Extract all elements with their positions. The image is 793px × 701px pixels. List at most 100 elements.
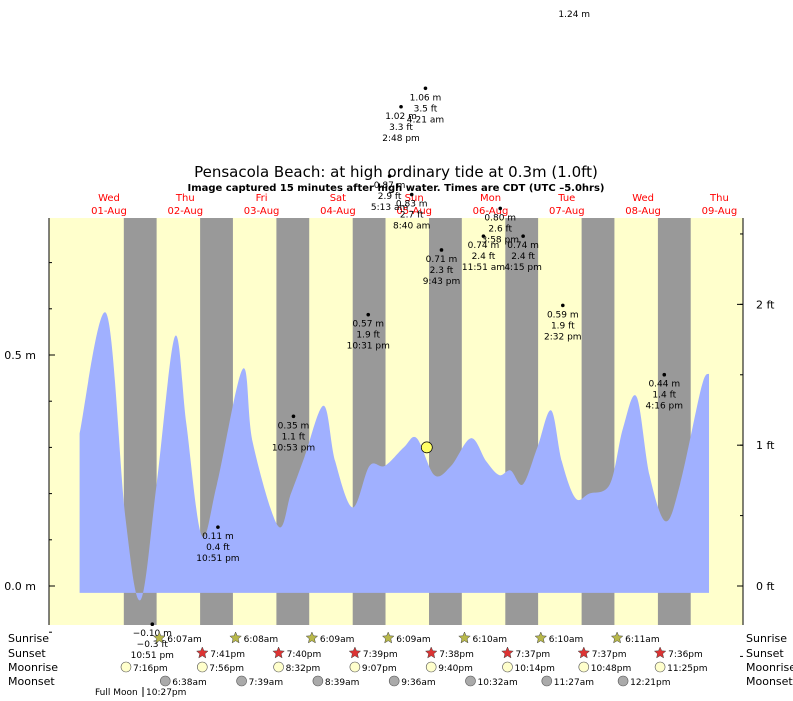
sunrise-icon	[458, 631, 471, 644]
moonset-time: 8:39am	[325, 678, 360, 688]
date-label: 06-Aug	[473, 206, 509, 217]
moonrise-icon	[578, 661, 590, 673]
tide-extreme-dot	[291, 414, 296, 419]
tide-label-time: 10:51 pm	[196, 554, 239, 564]
sunrise-icon	[534, 631, 548, 644]
moonrise-icon	[502, 661, 513, 673]
row-label-right: Sunrise	[746, 632, 787, 645]
row-label-right: Sunset	[746, 647, 784, 660]
left-axis-label: 0.5 m	[4, 349, 36, 362]
tide-label-metres: 0.74 m	[468, 241, 500, 251]
tide-label-metres: 0.44 m	[648, 380, 680, 390]
moon-phase-time: 10:27pm	[146, 688, 186, 698]
tide-extreme-dot	[366, 312, 371, 317]
tide-label-metres: 0.35 m	[278, 421, 310, 431]
sunset-time: 7:40pm	[287, 650, 322, 660]
moonrise-icon	[197, 661, 208, 673]
sunrise-icon	[229, 631, 242, 644]
tide-extreme-dot	[439, 248, 444, 252]
tide-label-feet: 2.7 ft	[400, 211, 424, 221]
right-axis-label: 2 ft	[756, 298, 775, 311]
row-label-right: Moonrise	[746, 661, 793, 674]
date-label: 08-Aug	[625, 206, 661, 217]
moonset-time: 12:21pm	[630, 678, 670, 688]
tide-label-feet: −0.3 ft	[137, 640, 169, 650]
tide-label-feet: 2.3 ft	[430, 266, 454, 276]
sunset-icon	[195, 646, 209, 659]
day-of-week-label: Wed	[632, 193, 654, 204]
tide-label-metres: 1.06 m	[410, 93, 442, 103]
sunset-time: 7:37pm	[592, 650, 627, 660]
tide-label-time: 8:40 am	[393, 222, 430, 232]
tide-extreme-dot	[423, 86, 428, 91]
tide-extreme-dot	[481, 234, 486, 238]
moonrise-icon	[425, 661, 437, 673]
tide-extreme-dot	[150, 622, 155, 626]
tide-label-feet: 2.4 ft	[472, 252, 496, 262]
sunset-icon	[348, 646, 362, 659]
tide-area	[79, 312, 710, 601]
tide-label-feet: 3.3 ft	[389, 123, 413, 133]
chart-subtitle: Image captured 15 minutes after high wat…	[188, 183, 605, 194]
sunrise-time: 6:09am	[396, 635, 431, 645]
tide-label-time: 2:32 pm	[544, 332, 582, 342]
tide-label-time: 5:13 am	[371, 203, 408, 213]
sunrise-time: 6:07am	[167, 635, 202, 645]
day-of-week-label: Sun	[405, 193, 424, 204]
moonrise-time: 10:14pm	[515, 664, 555, 674]
moonset-icon	[236, 675, 247, 687]
tide-label-metres: 0.59 m	[547, 310, 579, 320]
chart-title: Pensacola Beach: at high ordinary tide a…	[194, 163, 598, 181]
moonset-icon	[388, 675, 400, 687]
tide-label-metres: 0.11 m	[202, 532, 234, 542]
tide-label-time: 9:43 pm	[423, 277, 461, 287]
moonrise-time: 7:56pm	[209, 664, 244, 674]
date-label: 03-Aug	[244, 206, 280, 217]
current-tide-marker	[420, 441, 433, 454]
tide-label-time: 10:53 pm	[272, 443, 315, 453]
sunrise-icon	[381, 631, 395, 644]
day-of-week-label: Thu	[709, 193, 729, 204]
tide-label-feet: 1.4 ft	[652, 391, 676, 401]
moonset-icon	[160, 675, 171, 687]
tide-label-feet: 1.9 ft	[356, 331, 380, 341]
moonset-time: 6:38am	[172, 678, 207, 688]
tide-label-time: 3:58 pm	[481, 235, 519, 245]
tide-label-feet: 0.4 ft	[206, 543, 230, 553]
tide-label-feet: 2.6 ft	[488, 224, 512, 234]
day-of-week-label: Mon	[480, 193, 501, 204]
tide-label-metres: 1.02 m	[385, 112, 417, 122]
tide-extreme-dot	[521, 234, 525, 238]
tide-extreme-dot	[409, 192, 414, 197]
day-of-week-label: Fri	[256, 193, 268, 204]
tide-label-feet: 2.4 ft	[511, 252, 535, 262]
row-label-left: Sunrise	[8, 632, 49, 645]
sunrise-time: 6:09am	[320, 635, 355, 645]
row-label-left: Moonset	[8, 675, 55, 688]
left-axis-label: 0.0 m	[4, 580, 36, 593]
date-label: 07-Aug	[549, 206, 585, 217]
tide-label-metres: 0.87 m	[374, 181, 406, 191]
moonrise-time: 11:25pm	[667, 664, 707, 674]
tide-label-time: 2:48 pm	[382, 134, 420, 144]
right-axis-label: 1 ft	[756, 439, 775, 452]
tide-label-time: 4:21 am	[407, 115, 444, 125]
moonset-time: 11:27am	[554, 678, 594, 688]
moonset-time: 7:39am	[249, 678, 284, 688]
sunrise-time: 6:10am	[549, 635, 584, 645]
tide-label-time: 10:31 pm	[347, 342, 390, 352]
date-label: 02-Aug	[167, 206, 203, 217]
tide-label-metres: 1.24 m	[558, 10, 590, 20]
moonset-icon	[465, 675, 476, 687]
tide-label-feet: 1.9 ft	[551, 321, 575, 331]
tide-label-time: 10:51 pm	[131, 651, 174, 661]
tide-label-metres: 0.57 m	[352, 320, 384, 330]
moonrise-icon	[654, 661, 666, 673]
day-of-week-label: Sat	[330, 193, 346, 204]
sunset-icon	[424, 646, 438, 659]
moon-phase-label: Full Moon	[95, 688, 138, 698]
moonrise-icon	[273, 661, 284, 673]
tide-label-time: 4:16 pm	[645, 402, 683, 412]
